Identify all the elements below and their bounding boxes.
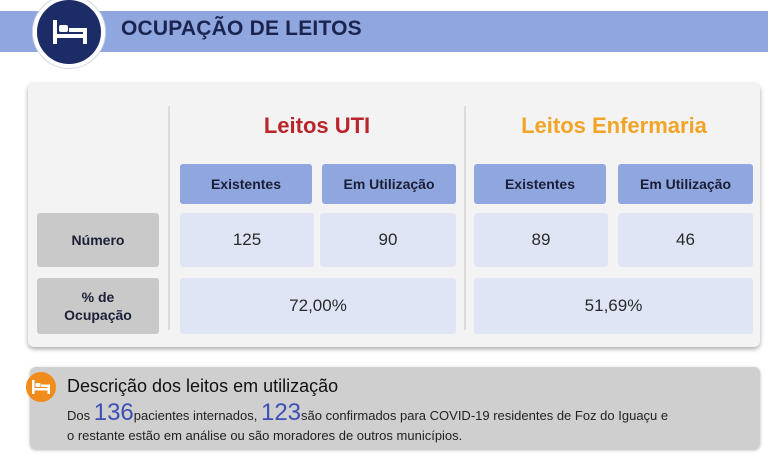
description-title: Descrição dos leitos em utilização: [67, 376, 339, 396]
row-label-numero: Número: [37, 213, 159, 267]
description-panel: [30, 367, 760, 449]
confirmados-text: são confirmados para COVID-19 residentes…: [301, 408, 669, 423]
description-line-1: Dos 136pacientes internados, 123são conf…: [67, 399, 668, 427]
row-label-ocupacao-line2: Ocupação: [64, 307, 132, 323]
description-badge: [26, 372, 56, 402]
row-label-ocupacao: % de Ocupação: [37, 278, 159, 334]
enfermaria-title: Leitos Enfermaria: [521, 113, 707, 138]
internados-text: pacientes internados,: [133, 408, 261, 423]
enfermaria-ocupacao-value: 51,69%: [474, 278, 753, 334]
uti-existentes-value: 125: [180, 213, 314, 267]
header-bar: [0, 11, 768, 52]
uti-existentes-header: Existentes: [180, 164, 312, 204]
internados-count: 136: [93, 399, 134, 426]
header-badge: [33, 0, 105, 68]
page-title: OCUPAÇÃO DE LEITOS: [121, 17, 362, 40]
description-line-2: o restante estão em análise ou são morad…: [67, 428, 463, 443]
divider: [168, 106, 170, 330]
row-label-ocupacao-line1: % de: [81, 289, 115, 305]
divider: [464, 106, 466, 330]
description-prefix: Dos: [67, 408, 94, 423]
confirmados-count: 123: [260, 399, 302, 426]
enfermaria-existentes-value: 89: [474, 213, 608, 267]
enfermaria-existentes-header: Existentes: [474, 164, 606, 204]
beds-table-card: Leitos UTI Leitos Enfermaria Existentes …: [28, 83, 760, 347]
uti-utilizacao-value: 90: [320, 213, 456, 267]
uti-utilizacao-header: Em Utilização: [322, 164, 456, 204]
enfermaria-utilizacao-value: 46: [618, 213, 753, 267]
enfermaria-utilizacao-header: Em Utilização: [618, 164, 753, 204]
uti-ocupacao-value: 72,00%: [180, 278, 456, 334]
uti-title: Leitos UTI: [263, 113, 371, 138]
